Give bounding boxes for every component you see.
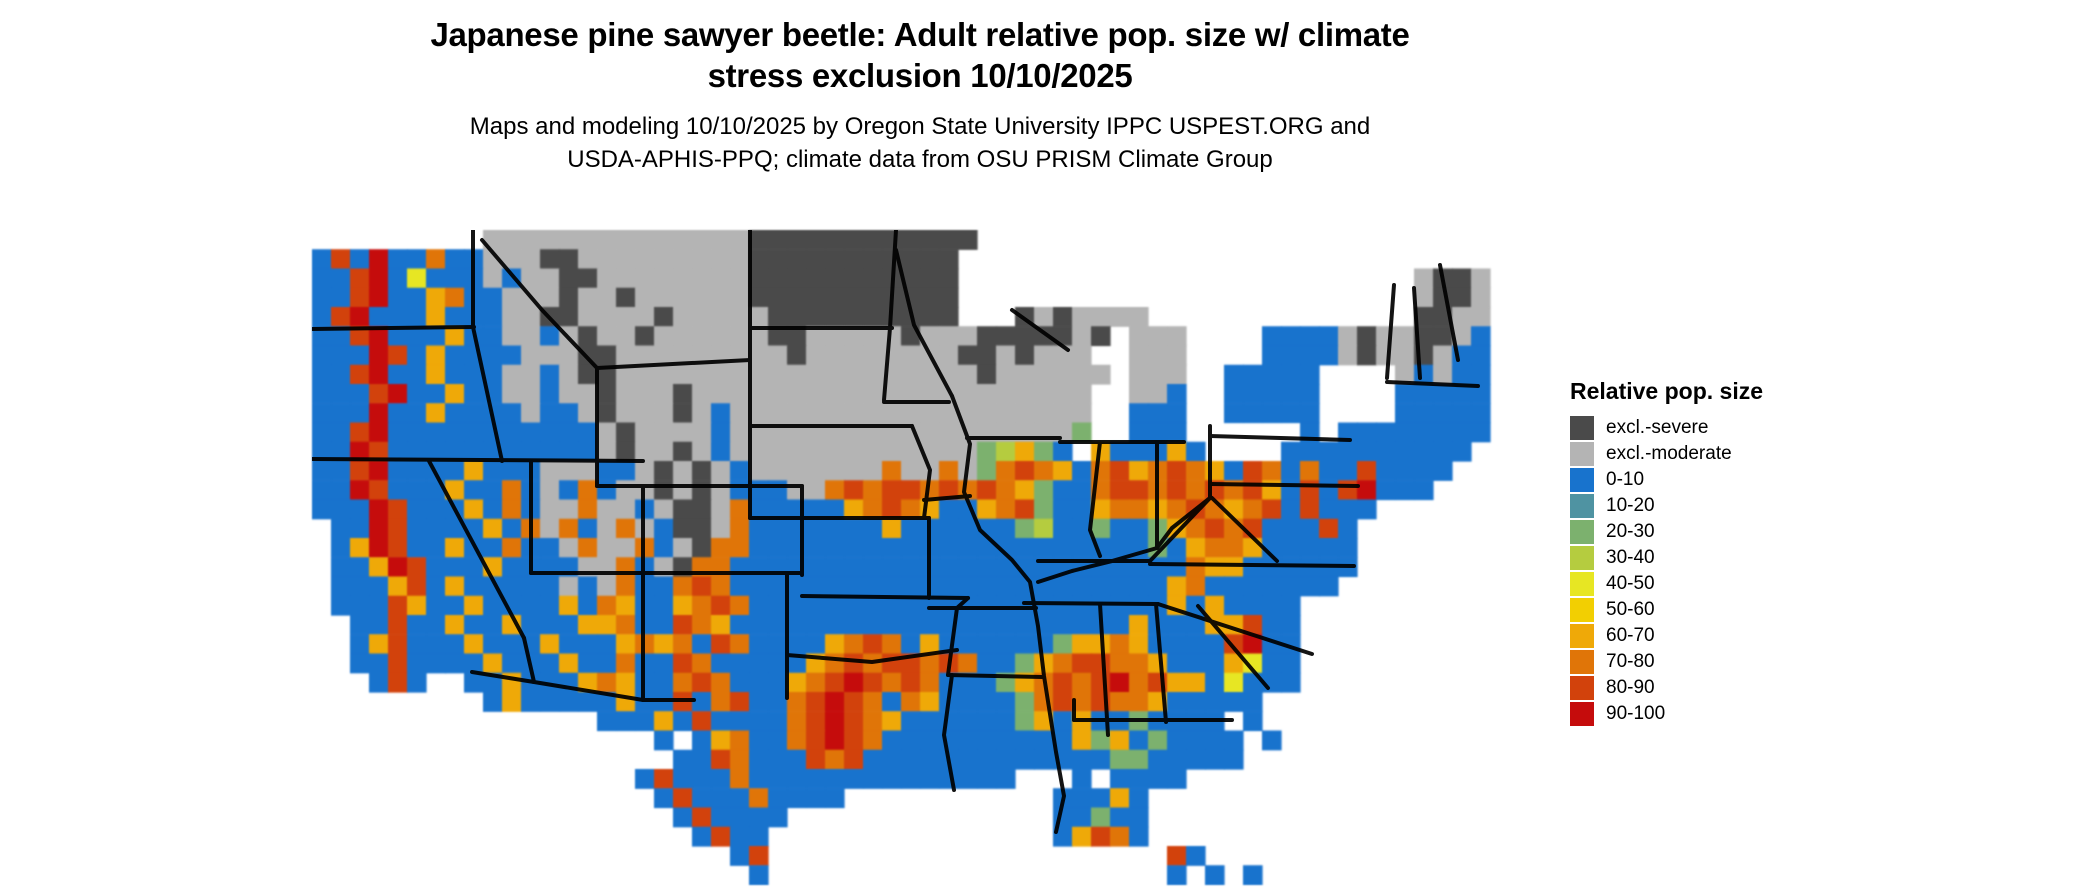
legend-swatch <box>1570 650 1594 674</box>
legend-swatch <box>1570 468 1594 492</box>
legend-item: 20-30 <box>1570 519 1810 545</box>
legend-label: 10-20 <box>1606 495 1655 516</box>
legend-item: excl.-severe <box>1570 415 1810 441</box>
legend-swatch <box>1570 676 1594 700</box>
legend-swatch <box>1570 598 1594 622</box>
legend-item: 30-40 <box>1570 545 1810 571</box>
legend-item: 50-60 <box>1570 597 1810 623</box>
map-subtitle: Maps and modeling 10/10/2025 by Oregon S… <box>0 110 1840 176</box>
legend-item: 10-20 <box>1570 493 1810 519</box>
legend-label: 30-40 <box>1606 547 1655 568</box>
legend-item: 60-70 <box>1570 623 1810 649</box>
legend-label: excl.-moderate <box>1606 443 1732 464</box>
map-subtitle-line2: USDA-APHIS-PPQ; climate data from OSU PR… <box>567 146 1273 173</box>
map-subtitle-line1: Maps and modeling 10/10/2025 by Oregon S… <box>469 113 1371 140</box>
legend-label: 0-10 <box>1606 469 1645 490</box>
legend-swatch <box>1570 702 1594 726</box>
map-title-line1: Japanese pine sawyer beetle: Adult relat… <box>430 16 1410 53</box>
legend-swatch <box>1570 546 1594 570</box>
legend-swatch <box>1570 416 1594 440</box>
legend-item: 90-100 <box>1570 701 1810 727</box>
legend-label: 50-60 <box>1606 599 1655 620</box>
legend-label: excl.-severe <box>1606 417 1709 438</box>
us-risk-map <box>312 230 1528 885</box>
legend-label: 60-70 <box>1606 625 1655 646</box>
legend-swatch <box>1570 624 1594 648</box>
legend-swatch <box>1570 572 1594 596</box>
legend-item: 40-50 <box>1570 571 1810 597</box>
map-title: Japanese pine sawyer beetle: Adult relat… <box>0 14 1840 96</box>
legend-label: 40-50 <box>1606 573 1655 594</box>
legend-label: 20-30 <box>1606 521 1655 542</box>
map-raster-canvas <box>312 230 1528 885</box>
legend-item: excl.-moderate <box>1570 441 1810 467</box>
legend-label: 80-90 <box>1606 677 1655 698</box>
map-title-line2: stress exclusion 10/10/2025 <box>707 57 1133 94</box>
legend-label: 90-100 <box>1606 703 1666 724</box>
legend-item: 70-80 <box>1570 649 1810 675</box>
legend-item: 0-10 <box>1570 467 1810 493</box>
legend-label: 70-80 <box>1606 651 1655 672</box>
legend-items: excl.-severe excl.-moderate 0-10 10-20 20-30… <box>1570 415 1810 727</box>
legend: Relative pop. size excl.-severe excl.-mod… <box>1570 378 1810 727</box>
legend-item: 80-90 <box>1570 675 1810 701</box>
legend-swatch <box>1570 494 1594 518</box>
legend-swatch <box>1570 442 1594 466</box>
legend-title: Relative pop. size <box>1570 378 1764 404</box>
legend-swatch <box>1570 520 1594 544</box>
